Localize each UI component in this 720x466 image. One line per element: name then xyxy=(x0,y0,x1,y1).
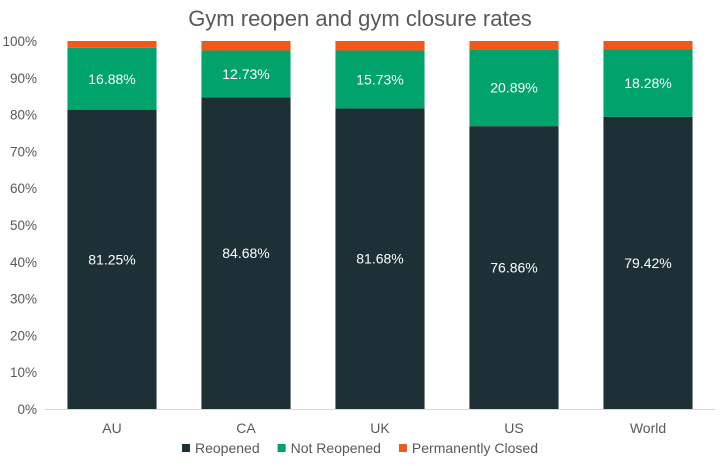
data-label: 84.68% xyxy=(222,245,269,261)
chart-title: Gym reopen and gym closure rates xyxy=(188,6,532,31)
bar-segment xyxy=(67,47,157,110)
bar-segment xyxy=(603,116,693,409)
bar-segment xyxy=(603,49,693,117)
data-label: 76.86% xyxy=(490,260,537,276)
data-label: 15.73% xyxy=(356,71,403,87)
bar-segment xyxy=(201,97,291,410)
y-tick-label: 50% xyxy=(10,218,37,233)
x-tick-label: World xyxy=(630,420,666,436)
x-tick-label: US xyxy=(504,420,523,436)
x-tick-label: AU xyxy=(102,420,121,436)
bars-group: 81.25% 16.88% 84.68% 12.73% 81.68% 15.73% 76.8… xyxy=(67,41,693,410)
bar-segment xyxy=(201,50,291,98)
legend-label: Permanently Closed xyxy=(412,440,538,456)
data-label: 12.73% xyxy=(222,66,269,82)
data-label: 81.25% xyxy=(88,252,135,268)
data-label: 20.89% xyxy=(490,80,537,96)
bar-segment xyxy=(469,126,559,409)
legend-swatch xyxy=(398,444,407,452)
bar-segment xyxy=(469,41,559,50)
bar-segment xyxy=(67,110,157,409)
y-tick-label: 20% xyxy=(10,328,37,343)
y-tick-label: 90% xyxy=(10,71,37,86)
bar-segment xyxy=(67,41,157,48)
bar-segment xyxy=(335,108,425,409)
legend-swatch xyxy=(277,444,286,452)
x-tick-label: CA xyxy=(236,420,256,436)
bar-segment xyxy=(469,49,559,127)
data-label: 81.68% xyxy=(356,251,403,267)
y-tick-label: 70% xyxy=(10,144,37,159)
legend-label: Not Reopened xyxy=(291,440,381,456)
legend: Reopened Not Reopened Permanently Closed xyxy=(182,440,538,456)
bar-segment xyxy=(335,41,425,51)
y-tick-label: 10% xyxy=(10,365,37,380)
x-axis: AU CA UK US World xyxy=(45,409,715,436)
bar-segment xyxy=(335,50,425,109)
y-tick-label: 0% xyxy=(17,402,37,417)
y-tick-label: 30% xyxy=(10,292,37,307)
legend-label: Reopened xyxy=(195,440,260,456)
y-tick-label: 40% xyxy=(10,255,37,270)
data-label: 18.28% xyxy=(624,75,671,91)
y-tick-label: 100% xyxy=(2,34,37,49)
y-tick-label: 80% xyxy=(10,108,37,123)
y-axis: 0% 10% 20% 30% 40% 50% 60% 70% 80% 90% 100% xyxy=(2,34,37,417)
legend-swatch xyxy=(182,444,191,452)
data-label: 79.42% xyxy=(624,255,671,271)
bar-segment xyxy=(603,41,693,50)
x-tick-label: UK xyxy=(370,420,390,436)
data-label: 16.88% xyxy=(88,71,135,87)
bar-segment xyxy=(201,41,291,51)
y-tick-label: 60% xyxy=(10,181,37,196)
